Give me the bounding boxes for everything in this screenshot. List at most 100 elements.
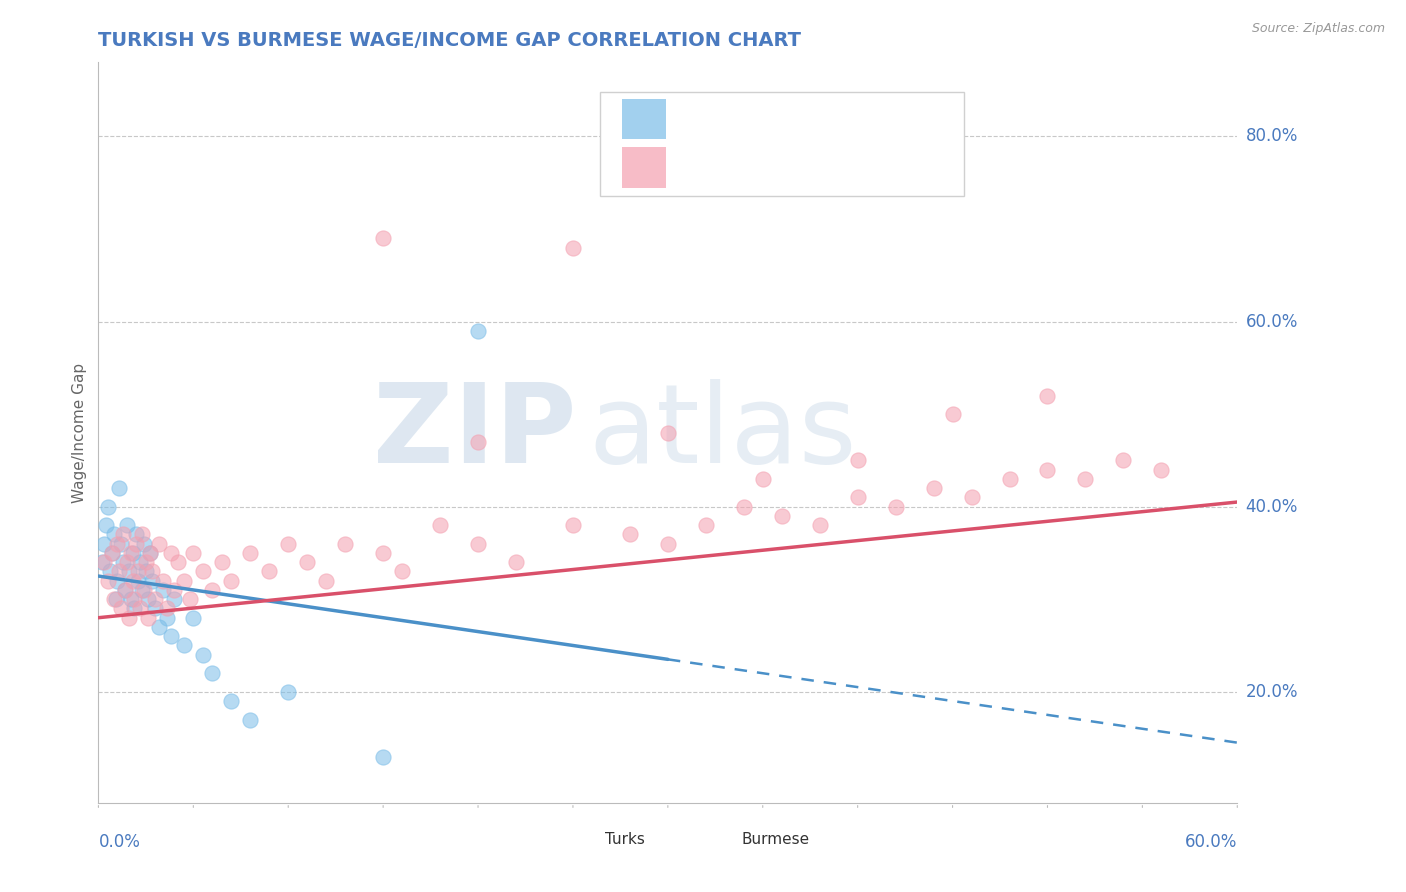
Point [114, 582, 136, 597]
Point [695, 518, 717, 533]
Point [183, 610, 205, 624]
Text: atlas: atlas [588, 379, 856, 486]
Point [110, 536, 132, 550]
Point [201, 666, 224, 681]
Point [371, 231, 394, 245]
Point [127, 565, 149, 579]
Text: Turks: Turks [605, 832, 645, 847]
Point [120, 592, 142, 607]
Text: Source: ZipAtlas.com: Source: ZipAtlas.com [1251, 22, 1385, 36]
Point [657, 536, 679, 550]
Point [141, 574, 163, 588]
Point [211, 555, 233, 569]
Point [93, 555, 115, 569]
Text: Burmese: Burmese [742, 832, 810, 847]
FancyBboxPatch shape [623, 99, 665, 139]
Point [132, 536, 155, 550]
Point [124, 601, 146, 615]
Point [467, 324, 489, 338]
Point [467, 434, 489, 449]
Point [770, 508, 793, 523]
Point [167, 555, 190, 569]
Point [129, 555, 152, 569]
Point [505, 555, 527, 569]
Point [159, 546, 181, 560]
Text: ZIP: ZIP [374, 379, 576, 486]
Point [297, 555, 319, 569]
Point [138, 546, 160, 560]
Point [277, 685, 299, 699]
Point [846, 491, 869, 505]
Point [315, 574, 337, 588]
Point [131, 527, 153, 541]
Point [163, 582, 186, 597]
Point [371, 749, 394, 764]
Point [1036, 389, 1059, 403]
Point [107, 536, 129, 550]
Point [125, 527, 148, 541]
Point [391, 565, 413, 579]
Point [97, 574, 120, 588]
Point [135, 565, 157, 579]
Point [808, 518, 831, 533]
Point [148, 620, 170, 634]
Point [183, 546, 205, 560]
Text: R = -0.130   N = 42: R = -0.130 N = 42 [683, 112, 873, 130]
Point [145, 592, 167, 607]
Point [107, 574, 129, 588]
FancyBboxPatch shape [707, 829, 733, 857]
Y-axis label: Wage/Income Gap: Wage/Income Gap [72, 362, 87, 503]
Text: 60.0%: 60.0% [1246, 312, 1298, 331]
Point [277, 536, 299, 550]
Point [127, 574, 149, 588]
Point [191, 565, 214, 579]
Point [1150, 462, 1173, 476]
Point [922, 481, 945, 495]
Point [156, 601, 179, 615]
Point [173, 639, 195, 653]
Point [141, 565, 163, 579]
Point [239, 546, 262, 560]
Point [97, 500, 120, 514]
Point [1074, 472, 1097, 486]
Point [98, 565, 121, 579]
Point [132, 582, 155, 597]
Point [173, 574, 195, 588]
Point [371, 546, 394, 560]
Point [259, 565, 281, 579]
Point [159, 629, 181, 643]
Text: R =  0.187   N = 72: R = 0.187 N = 72 [683, 161, 873, 178]
Point [239, 713, 262, 727]
Point [124, 592, 146, 607]
Point [201, 582, 224, 597]
Point [152, 582, 174, 597]
Point [998, 472, 1021, 486]
Point [100, 546, 122, 560]
Point [114, 582, 136, 597]
Point [108, 565, 131, 579]
Point [467, 536, 489, 550]
FancyBboxPatch shape [623, 147, 665, 188]
Point [118, 565, 141, 579]
Point [91, 555, 114, 569]
Point [152, 574, 174, 588]
Point [179, 592, 201, 607]
Text: 40.0%: 40.0% [1246, 498, 1298, 516]
Point [221, 694, 243, 708]
Point [120, 546, 142, 560]
Point [103, 527, 125, 541]
Text: 60.0%: 60.0% [1185, 833, 1237, 851]
FancyBboxPatch shape [571, 829, 596, 857]
Point [429, 518, 451, 533]
Point [733, 500, 755, 514]
Point [115, 555, 138, 569]
Point [115, 518, 138, 533]
Point [136, 592, 159, 607]
Point [156, 610, 179, 624]
Point [148, 536, 170, 550]
Point [657, 425, 679, 440]
Point [163, 592, 186, 607]
Text: 20.0%: 20.0% [1246, 682, 1298, 701]
Text: TURKISH VS BURMESE WAGE/INCOME GAP CORRELATION CHART: TURKISH VS BURMESE WAGE/INCOME GAP CORRE… [98, 30, 801, 50]
Point [1112, 453, 1135, 467]
